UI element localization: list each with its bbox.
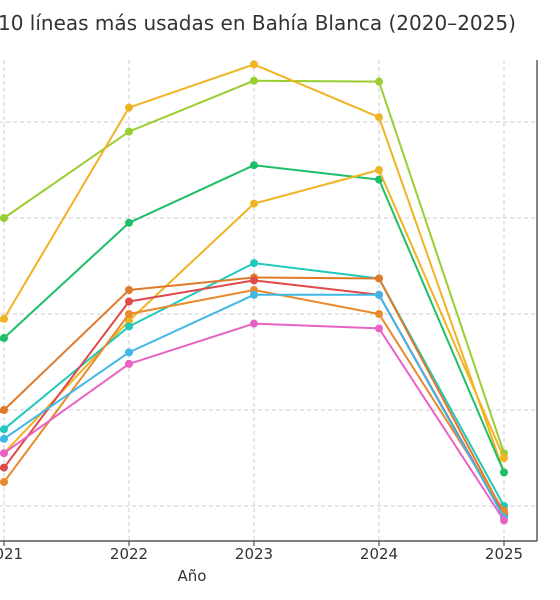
series-line	[0, 164, 505, 473]
data-point	[250, 276, 258, 285]
series-10	[0, 319, 508, 525]
x-tick-label: 2022	[110, 545, 148, 563]
data-point	[500, 454, 508, 462]
data-point	[250, 76, 258, 85]
data-point	[125, 103, 133, 112]
series-line	[0, 293, 505, 519]
series-line	[0, 322, 505, 521]
data-point	[375, 274, 383, 283]
data-point	[0, 425, 8, 434]
data-point	[125, 297, 133, 306]
series-line	[0, 276, 505, 515]
data-point	[250, 290, 258, 299]
series-4	[0, 166, 508, 462]
x-tick-label: 2021	[0, 545, 23, 563]
data-point	[375, 290, 383, 299]
data-point	[125, 359, 133, 368]
data-point	[250, 319, 258, 328]
series-line	[0, 79, 505, 454]
data-point	[375, 324, 383, 333]
series-line	[0, 279, 505, 517]
x-tick-labels: 2021 2022 2023 2024 2025	[0, 545, 523, 563]
data-point	[125, 316, 133, 325]
data-point	[250, 199, 258, 208]
data-point	[0, 214, 8, 222]
data-point	[375, 113, 383, 122]
x-tick-label: 2024	[360, 545, 398, 563]
data-point	[250, 259, 258, 268]
data-point	[0, 334, 8, 342]
data-point	[0, 478, 8, 486]
chart-title: 10 líneas más usadas en Bahía Blanca (20…	[0, 11, 516, 35]
data-point	[0, 434, 8, 443]
data-point	[0, 314, 8, 323]
data-point	[125, 310, 133, 318]
grid	[0, 60, 537, 541]
data-point	[250, 161, 258, 170]
data-point	[375, 77, 383, 86]
series-lines	[0, 60, 508, 525]
data-point	[0, 449, 8, 458]
data-point	[250, 60, 258, 69]
data-point	[500, 468, 508, 477]
series-3	[0, 161, 508, 477]
data-point	[125, 286, 133, 294]
data-point	[0, 463, 8, 472]
data-point	[125, 218, 133, 227]
data-point	[500, 516, 508, 525]
axes	[0, 60, 538, 546]
x-axis-label: Año	[178, 567, 207, 585]
data-point	[125, 348, 133, 357]
data-point	[125, 322, 133, 331]
data-point	[375, 310, 383, 318]
series-line	[0, 63, 505, 473]
series-line	[0, 289, 505, 512]
data-point	[0, 406, 8, 414]
data-point	[375, 166, 383, 174]
series-8	[0, 286, 508, 515]
data-point	[375, 175, 383, 184]
x-tick-label: 2023	[235, 545, 273, 563]
x-tick-label: 2025	[485, 545, 523, 563]
data-point	[125, 127, 133, 136]
series-line	[0, 169, 505, 459]
